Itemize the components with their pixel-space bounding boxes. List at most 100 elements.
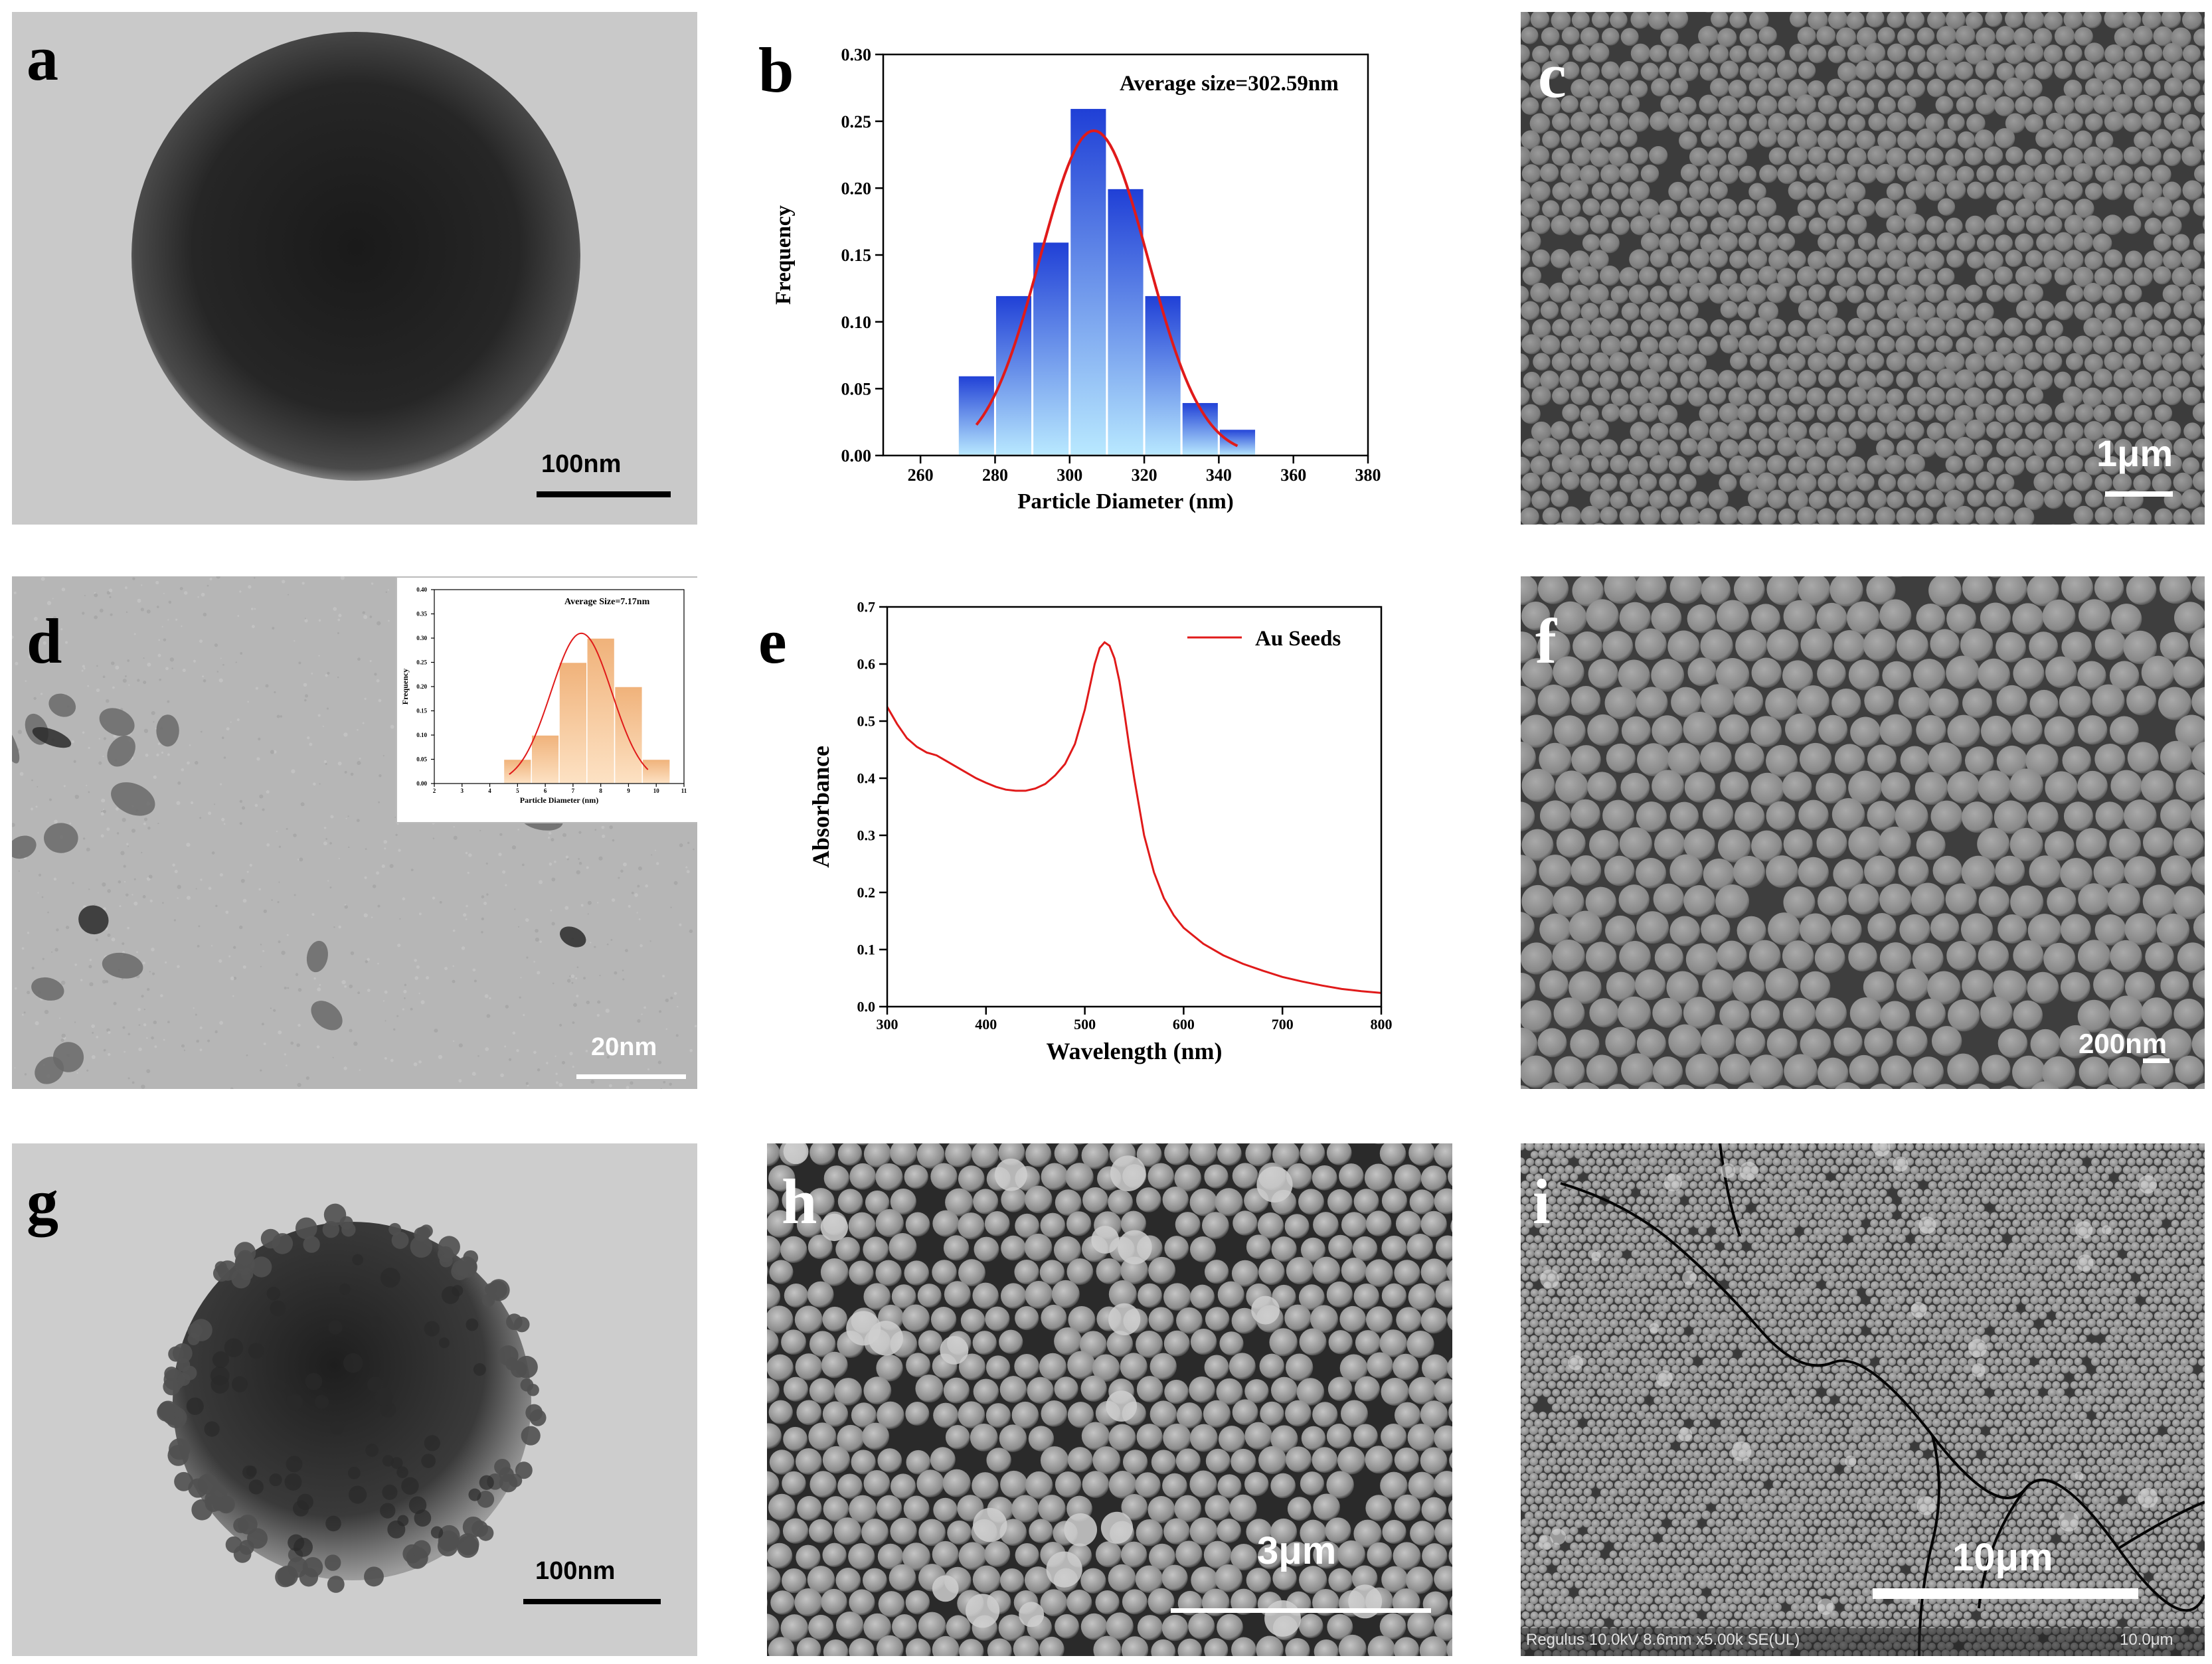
bright-particle xyxy=(1256,1166,1293,1203)
grain xyxy=(590,1080,595,1084)
grain xyxy=(183,591,188,595)
grain xyxy=(377,904,381,908)
y-tick-label: 0.4 xyxy=(857,770,876,787)
grain xyxy=(325,762,327,765)
grain xyxy=(89,982,94,987)
grain xyxy=(535,928,539,933)
bright-particle xyxy=(1264,1600,1301,1637)
bright-cluster xyxy=(1845,1455,1857,1467)
bright-cluster xyxy=(1911,1301,1927,1318)
panel-label: e xyxy=(758,606,787,677)
grain xyxy=(225,910,229,914)
grain xyxy=(239,799,243,803)
grain xyxy=(218,678,223,683)
x-tick-label: 600 xyxy=(1173,1016,1195,1033)
grain xyxy=(590,942,592,944)
grain xyxy=(585,1050,588,1052)
x-axis-label: Particle Diameter (nm) xyxy=(1017,489,1234,513)
au-seed-particle xyxy=(347,1466,361,1479)
grain xyxy=(303,683,307,687)
grain xyxy=(274,691,276,694)
grain xyxy=(107,933,111,937)
crack-line xyxy=(2117,1501,2205,1550)
grain xyxy=(153,775,157,779)
grain xyxy=(522,863,525,867)
grain xyxy=(214,643,218,647)
grain xyxy=(102,675,106,679)
grain xyxy=(505,1005,509,1009)
grain xyxy=(341,979,346,985)
grain xyxy=(251,625,255,629)
grain xyxy=(37,786,39,788)
grain xyxy=(55,652,58,655)
grain xyxy=(525,1082,529,1085)
grain xyxy=(362,722,365,724)
panel-label: f xyxy=(1535,606,1557,677)
grain xyxy=(413,1062,418,1066)
grain xyxy=(371,582,374,585)
au-seed-particle xyxy=(375,1387,393,1406)
grain xyxy=(94,615,98,620)
grain xyxy=(309,742,313,746)
grain xyxy=(133,633,136,635)
grain xyxy=(146,1069,151,1074)
grain xyxy=(326,707,329,710)
grain xyxy=(174,870,178,874)
grain xyxy=(124,1050,126,1053)
grain xyxy=(201,592,205,597)
grain xyxy=(402,1008,404,1011)
grain xyxy=(296,1043,300,1047)
y-tick-label: 0.5 xyxy=(857,713,876,730)
grain xyxy=(219,1021,223,1025)
grain xyxy=(53,877,57,881)
grain xyxy=(211,851,215,855)
grain xyxy=(512,1031,516,1035)
grain xyxy=(306,736,310,740)
grain xyxy=(236,718,240,721)
grain xyxy=(316,1045,320,1048)
grain xyxy=(152,972,155,975)
bright-cluster xyxy=(1739,1161,1758,1181)
grain xyxy=(645,884,649,888)
grain xyxy=(169,657,175,662)
grain xyxy=(319,783,321,785)
au-seed-particle xyxy=(12,835,37,859)
grain xyxy=(127,659,130,662)
grain xyxy=(317,987,321,991)
grain xyxy=(232,946,236,950)
grain xyxy=(240,652,243,655)
grain xyxy=(157,822,159,825)
grain xyxy=(86,1069,89,1072)
grain xyxy=(221,817,225,821)
grain xyxy=(573,1003,577,1007)
y-tick-label: 0.15 xyxy=(416,708,427,714)
panel-label: c xyxy=(1538,40,1567,111)
grain xyxy=(357,991,361,995)
au-seed-particle xyxy=(284,1473,302,1491)
grain xyxy=(261,1023,264,1026)
histogram-bar xyxy=(614,686,643,784)
grain xyxy=(397,944,401,948)
grain xyxy=(65,926,70,930)
au-seed-particle xyxy=(173,1343,193,1363)
grain xyxy=(458,1043,463,1048)
panel-b-histogram: b 260 280 300 320 340 360 380 0.00 0.05 0.10 0.15 0… xyxy=(730,12,1434,530)
au-seed-particle xyxy=(52,1042,84,1072)
histogram-bar xyxy=(993,293,1034,457)
scale-bar-label: 10μm xyxy=(1952,1536,2053,1579)
panel-label: a xyxy=(27,23,58,94)
grain xyxy=(572,1066,574,1068)
scale-bar xyxy=(537,491,671,497)
grain xyxy=(98,738,100,740)
grain xyxy=(525,918,529,922)
grain xyxy=(27,991,31,995)
grain xyxy=(48,798,52,801)
grain xyxy=(107,888,112,893)
grain xyxy=(517,926,520,928)
grain xyxy=(199,1048,203,1052)
grain xyxy=(186,843,191,847)
instrument-info: Regulus 10.0kV 8.6mm x5.00k SE(UL) xyxy=(1526,1631,1800,1649)
au-seed-particle xyxy=(437,1536,458,1556)
panel-label: i xyxy=(1533,1166,1551,1237)
grain xyxy=(138,1024,141,1026)
